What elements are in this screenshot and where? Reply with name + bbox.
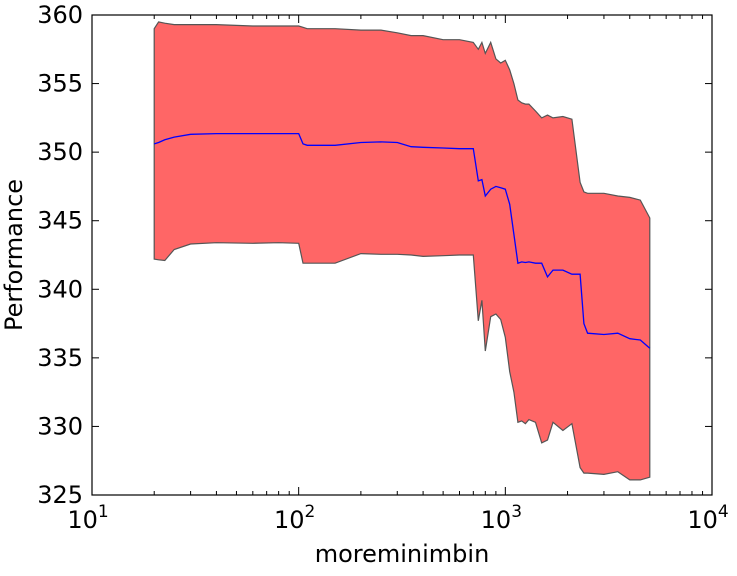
plot-frame [91, 14, 713, 496]
x-tick-label: 102 [274, 502, 315, 534]
x-tick-exponent: 3 [511, 502, 522, 522]
x-tick-label: 104 [687, 502, 728, 534]
x-tick-exponent: 4 [718, 502, 729, 522]
x-tick-exponent: 2 [305, 502, 316, 522]
y-tick-label: 335 [37, 344, 83, 372]
y-tick-label: 340 [37, 275, 83, 303]
plot-area [153, 21, 651, 481]
x-tick-exponent: 1 [98, 502, 109, 522]
x-tick-label: 101 [67, 502, 108, 534]
y-axis-label: Performance [0, 179, 28, 331]
mean-line [154, 132, 651, 349]
x-tick-label: 103 [481, 502, 522, 534]
y-tick-label: 325 [37, 481, 83, 509]
error-band [153, 21, 651, 481]
y-tick-label: 350 [37, 138, 83, 166]
axis-ticks: 325 330 335 340 345 350 355 360 101 102 103 104 [37, 1, 729, 534]
y-tick-label: 355 [37, 70, 83, 98]
y-tick-label: 360 [37, 1, 83, 29]
x-axis-label: moreminimbin [315, 540, 490, 568]
y-tick-label: 330 [37, 412, 83, 440]
y-tick-label: 345 [37, 207, 83, 235]
